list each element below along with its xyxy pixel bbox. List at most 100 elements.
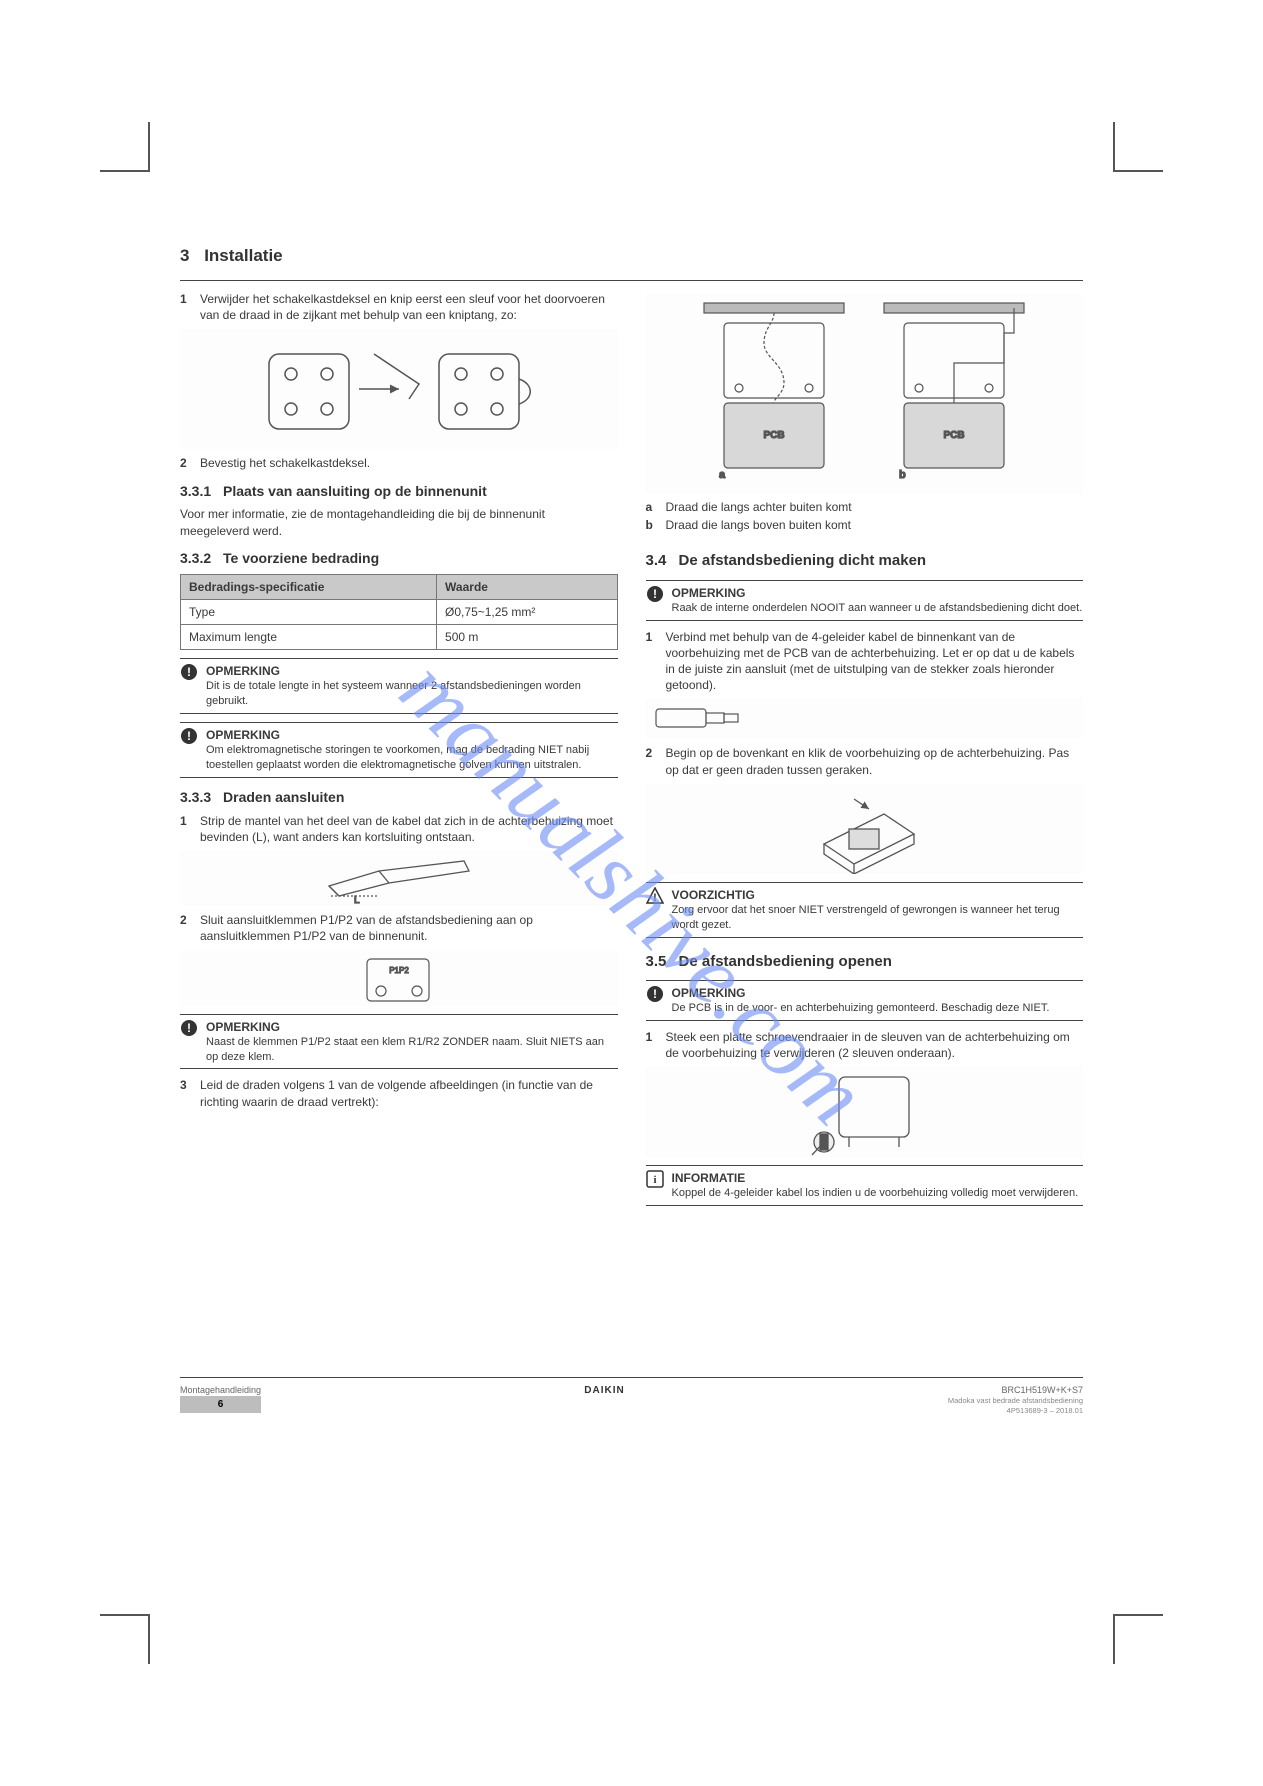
subheading-title: Plaats van aansluiting op de binnenunit (223, 483, 487, 499)
step-text: Sluit aansluitklemmen P1/P2 van de afsta… (200, 912, 618, 944)
notice: ! OPMERKING Om elektromagnetische storin… (180, 722, 618, 778)
caution-icon: ! (646, 887, 664, 909)
notice-text: Naast de klemmen P1/P2 staat een klem R1… (206, 1035, 618, 1065)
notice-title: OPMERKING (672, 985, 1050, 1001)
table-cell: 500 m (437, 625, 617, 650)
svg-text:!: ! (187, 665, 191, 679)
table-header: Waarde (437, 574, 617, 599)
svg-text:PCB: PCB (944, 430, 965, 441)
notice: ! OPMERKING Dit is de totale lengte in h… (180, 658, 618, 714)
figure-click-housing (646, 784, 1084, 874)
svg-text:!: ! (653, 987, 657, 1001)
step-number: 2 (180, 912, 194, 944)
figure-wire-routing: PCB a PCB b (646, 293, 1084, 493)
page-number: 6 (180, 1396, 261, 1414)
subheading-number: 3.4 (646, 552, 667, 569)
subheading-34: 3.4 De afstandsbediening dicht maken (646, 551, 1084, 571)
subheading-331: 3.3.1 Plaats van aansluiting op de binne… (180, 482, 618, 501)
notice: ! OPMERKING De PCB is in de voor- en ach… (646, 980, 1084, 1021)
svg-text:!: ! (187, 1021, 191, 1035)
step-number: 2 (646, 745, 660, 777)
section-header: 3 Installatie (180, 245, 1083, 268)
step-text: Verwijder het schakelkastdeksel en knip … (200, 291, 618, 323)
right-column: PCB a PCB b a (646, 287, 1084, 1214)
notice-text: Dit is de totale lengte in het systeem w… (206, 679, 618, 709)
svg-text:!: ! (653, 892, 657, 904)
step-number: 1 (646, 1029, 660, 1061)
subheading-333: 3.3.3 Draden aansluiten (180, 788, 618, 807)
step-text: Strip de mantel van het deel van de kabe… (200, 813, 618, 845)
subheading-332: 3.3.2 Te voorziene bedrading (180, 549, 618, 568)
footer-right-line2: Madoka vast bedrade afstandsbediening (948, 1396, 1083, 1406)
notice-icon: ! (646, 585, 664, 607)
step-number: 1 (646, 629, 660, 694)
paragraph: Voor mer informatie, zie de montagehandl… (180, 506, 618, 538)
notice-title: OPMERKING (206, 727, 618, 743)
notice-text: Raak de interne onderdelen NOOIT aan wan… (672, 601, 1083, 616)
svg-text:i: i (653, 1174, 656, 1186)
subheading-number: 3.3.1 (180, 483, 211, 499)
notice-icon: ! (180, 1019, 198, 1041)
step: 1 Strip de mantel van het deel van de ka… (180, 813, 618, 845)
notice-icon: ! (180, 727, 198, 749)
table-row: Type Ø0,75~1,25 mm² (181, 599, 618, 624)
notice: ! OPMERKING Raak de interne onderdelen N… (646, 580, 1084, 621)
caution-title: VOORZICHTIG (672, 887, 1084, 903)
svg-text:PCB: PCB (764, 430, 785, 441)
figure-legend: a Draad die langs achter buiten komt (646, 499, 1084, 515)
info-text: Koppel de 4-geleider kabel los indien u … (672, 1186, 1079, 1201)
step-text: Bevestig het schakelkastdeksel. (200, 455, 370, 471)
figure-legend: b Draad die langs boven buiten komt (646, 517, 1084, 533)
step: 3 Leid de draden volgens 1 van de volgen… (180, 1077, 618, 1109)
info-title: INFORMATIE (672, 1170, 1079, 1186)
figure-cut-slot (180, 329, 618, 449)
step: 1 Verbind met behulp van de 4-geleider k… (646, 629, 1084, 694)
footer-right-line3: 4P513689-3 – 2018.01 (948, 1406, 1083, 1416)
notice-icon: ! (180, 663, 198, 685)
step: 1 Steek een platte schroevendraaier in d… (646, 1029, 1084, 1061)
table-header: Bedradings-specificatie (181, 574, 437, 599)
step: 2 Bevestig het schakelkastdeksel. (180, 455, 618, 471)
figure-connector (646, 699, 1084, 739)
svg-text:a: a (719, 469, 726, 481)
figure-open-housing (646, 1067, 1084, 1157)
caution: ! VOORZICHTIG Zorg ervoor dat het snoer … (646, 882, 1084, 938)
page-footer: Montagehandleiding 6 DAIKIN BRC1H519W+K+… (180, 1377, 1083, 1416)
footer-brand: DAIKIN (261, 1384, 948, 1398)
subheading-number: 3.3.3 (180, 789, 211, 805)
step-text: Steek een platte schroevendraaier in de … (666, 1029, 1084, 1061)
notice-text: Om elektromagnetische storingen te voork… (206, 743, 618, 773)
legend-text: Draad die langs boven buiten komt (666, 517, 851, 533)
step-text: Verbind met behulp van de 4-geleider kab… (666, 629, 1084, 694)
info: i INFORMATIE Koppel de 4-geleider kabel … (646, 1165, 1084, 1206)
table-cell: Ø0,75~1,25 mm² (437, 599, 617, 624)
page-content: 3 Installatie 1 Verwijder het schakelkas… (180, 245, 1083, 1416)
notice-title: OPMERKING (206, 1019, 618, 1035)
notice: ! OPMERKING Naast de klemmen P1/P2 staat… (180, 1014, 618, 1070)
legend-key: b (646, 517, 660, 533)
caution-text: Zorg ervoor dat het snoer NIET verstreng… (672, 903, 1084, 933)
wiring-table: Bedradings-specificatie Waarde Type Ø0,7… (180, 574, 618, 651)
step-number: 3 (180, 1077, 194, 1109)
step-number: 1 (180, 813, 194, 845)
table-cell: Maximum lengte (181, 625, 437, 650)
subheading-title: Te voorziene bedrading (223, 550, 379, 566)
subheading-title: De afstandsbediening openen (679, 953, 892, 970)
footer-right-line1: BRC1H519W+K+S7 (948, 1384, 1083, 1396)
step-text: Begin op de bovenkant en klik de voorbeh… (666, 745, 1084, 777)
section-rule (180, 280, 1083, 281)
step-number: 2 (180, 455, 194, 471)
svg-text:L: L (354, 895, 360, 906)
figure-terminals: P1P2 (180, 951, 618, 1006)
step: 2 Sluit aansluitklemmen P1/P2 van de afs… (180, 912, 618, 944)
notice-icon: ! (646, 985, 664, 1007)
legend-text: Draad die langs achter buiten komt (666, 499, 852, 515)
footer-left-line1: Montagehandleiding (180, 1384, 261, 1396)
svg-text:!: ! (187, 729, 191, 743)
subheading-number: 3.3.2 (180, 550, 211, 566)
section-title: Installatie (204, 246, 282, 265)
legend-key: a (646, 499, 660, 515)
figure-strip-cable: L (180, 851, 618, 906)
subheading-number: 3.5 (646, 953, 667, 970)
notice-text: De PCB is in de voor- en achterbehuizing… (672, 1001, 1050, 1016)
